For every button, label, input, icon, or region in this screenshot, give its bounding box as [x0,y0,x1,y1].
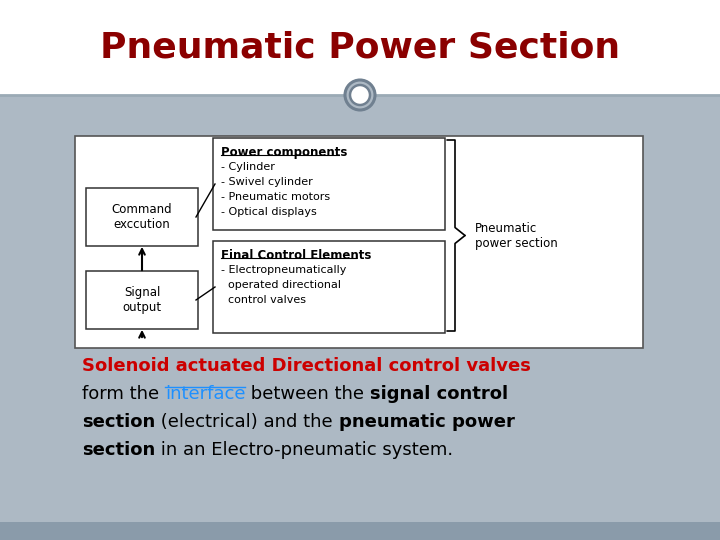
Text: Command
exccution: Command exccution [112,203,172,231]
Text: - Pneumatic motors: - Pneumatic motors [221,192,330,202]
Text: Final Control Elements: Final Control Elements [221,249,372,262]
FancyBboxPatch shape [213,138,445,230]
FancyBboxPatch shape [213,241,445,333]
Text: signal control: signal control [370,385,508,403]
Text: pneumatic power: pneumatic power [338,413,515,431]
Text: Pneumatic
power section: Pneumatic power section [475,221,558,249]
Text: - Cylinder: - Cylinder [221,162,275,172]
Text: between the: between the [246,385,370,403]
Circle shape [345,80,375,110]
Text: form the: form the [82,385,165,403]
FancyBboxPatch shape [86,271,198,329]
Text: section: section [82,413,156,431]
Text: interface: interface [165,385,246,403]
Text: Solenoid actuated Directional control valves: Solenoid actuated Directional control va… [82,357,531,375]
FancyBboxPatch shape [0,0,720,95]
Text: - Electropneumatically: - Electropneumatically [221,265,346,275]
Text: Pneumatic Power Section: Pneumatic Power Section [100,31,620,65]
FancyBboxPatch shape [0,95,720,540]
FancyBboxPatch shape [86,188,198,246]
Text: operated directional: operated directional [221,280,341,290]
Text: in an Electro-pneumatic system.: in an Electro-pneumatic system. [156,441,454,459]
Text: - Swivel cylinder: - Swivel cylinder [221,177,312,187]
Text: Power components: Power components [221,146,347,159]
Circle shape [350,85,370,105]
FancyBboxPatch shape [75,136,643,348]
FancyBboxPatch shape [0,522,720,540]
Text: Signal
output: Signal output [122,286,161,314]
Text: (electrical) and the: (electrical) and the [156,413,338,431]
Text: - Optical displays: - Optical displays [221,207,317,217]
Text: section: section [82,441,156,459]
Text: control valves: control valves [221,295,306,305]
